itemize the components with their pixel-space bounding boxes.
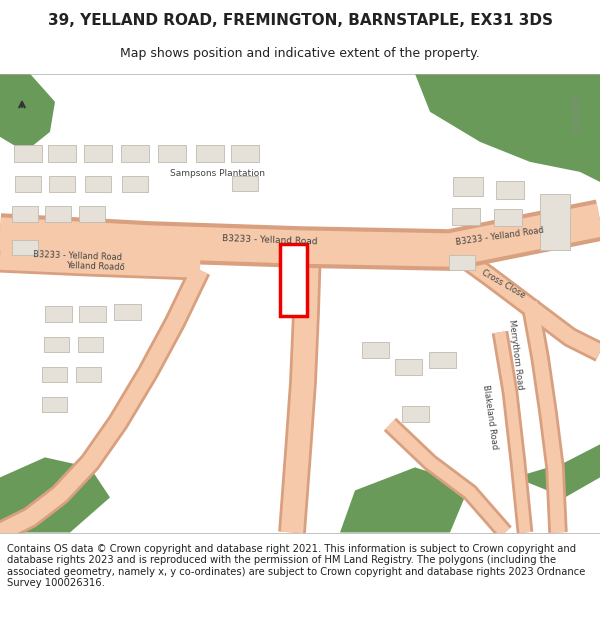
Text: 39, YELLAND ROAD, FREMINGTON, BARNSTAPLE, EX31 3DS: 39, YELLAND ROAD, FREMINGTON, BARNSTAPLE… — [47, 13, 553, 28]
Text: Cross Close: Cross Close — [479, 268, 526, 300]
Bar — [12, 206, 38, 222]
Bar — [76, 367, 101, 382]
Bar — [232, 176, 258, 191]
Polygon shape — [0, 458, 110, 532]
Bar — [122, 176, 148, 192]
Bar — [84, 146, 112, 162]
Polygon shape — [0, 74, 55, 152]
Bar — [12, 239, 38, 254]
Text: B3233 - Yelland Road: B3233 - Yelland Road — [222, 234, 318, 246]
Text: Map shows position and indicative extent of the property.: Map shows position and indicative extent… — [120, 47, 480, 59]
Bar — [231, 146, 259, 162]
Bar — [196, 146, 224, 162]
Bar — [494, 209, 522, 226]
Text: B3233 - Yelland Road: B3233 - Yelland Road — [34, 250, 122, 262]
Text: Contains OS data © Crown copyright and database right 2021. This information is : Contains OS data © Crown copyright and d… — [7, 544, 586, 588]
Bar — [79, 206, 105, 222]
Bar — [121, 146, 149, 162]
Bar — [428, 352, 455, 368]
Text: Merrythorn Road: Merrythorn Road — [507, 319, 525, 390]
Text: B3233 - Yelland Road: B3233 - Yelland Road — [455, 226, 545, 247]
Text: Clip Park: Clip Park — [571, 96, 580, 132]
Bar — [44, 337, 68, 352]
Bar — [45, 206, 71, 222]
Bar — [401, 406, 428, 422]
Bar — [395, 359, 421, 375]
Bar — [48, 146, 76, 162]
Bar — [79, 306, 106, 322]
Bar — [449, 254, 475, 269]
Bar — [15, 176, 41, 192]
Bar — [540, 194, 570, 249]
Text: Sampsons Plantation: Sampsons Plantation — [170, 169, 265, 178]
Bar — [280, 244, 307, 316]
Text: Yelland Roadő: Yelland Roadő — [65, 261, 124, 272]
Text: Blakeland Road: Blakeland Road — [481, 384, 499, 450]
Bar — [158, 146, 186, 162]
Bar — [496, 181, 524, 199]
Bar — [85, 176, 111, 192]
Bar — [41, 397, 67, 412]
Bar — [452, 209, 480, 226]
Bar — [361, 342, 389, 358]
Bar — [44, 306, 71, 322]
Polygon shape — [490, 74, 600, 87]
Bar — [41, 367, 67, 382]
Bar — [113, 304, 140, 320]
Bar — [14, 146, 42, 162]
Bar — [49, 176, 75, 192]
Bar — [453, 177, 483, 196]
Polygon shape — [415, 74, 600, 182]
Polygon shape — [515, 444, 600, 498]
Polygon shape — [340, 468, 470, 532]
Bar — [77, 337, 103, 352]
